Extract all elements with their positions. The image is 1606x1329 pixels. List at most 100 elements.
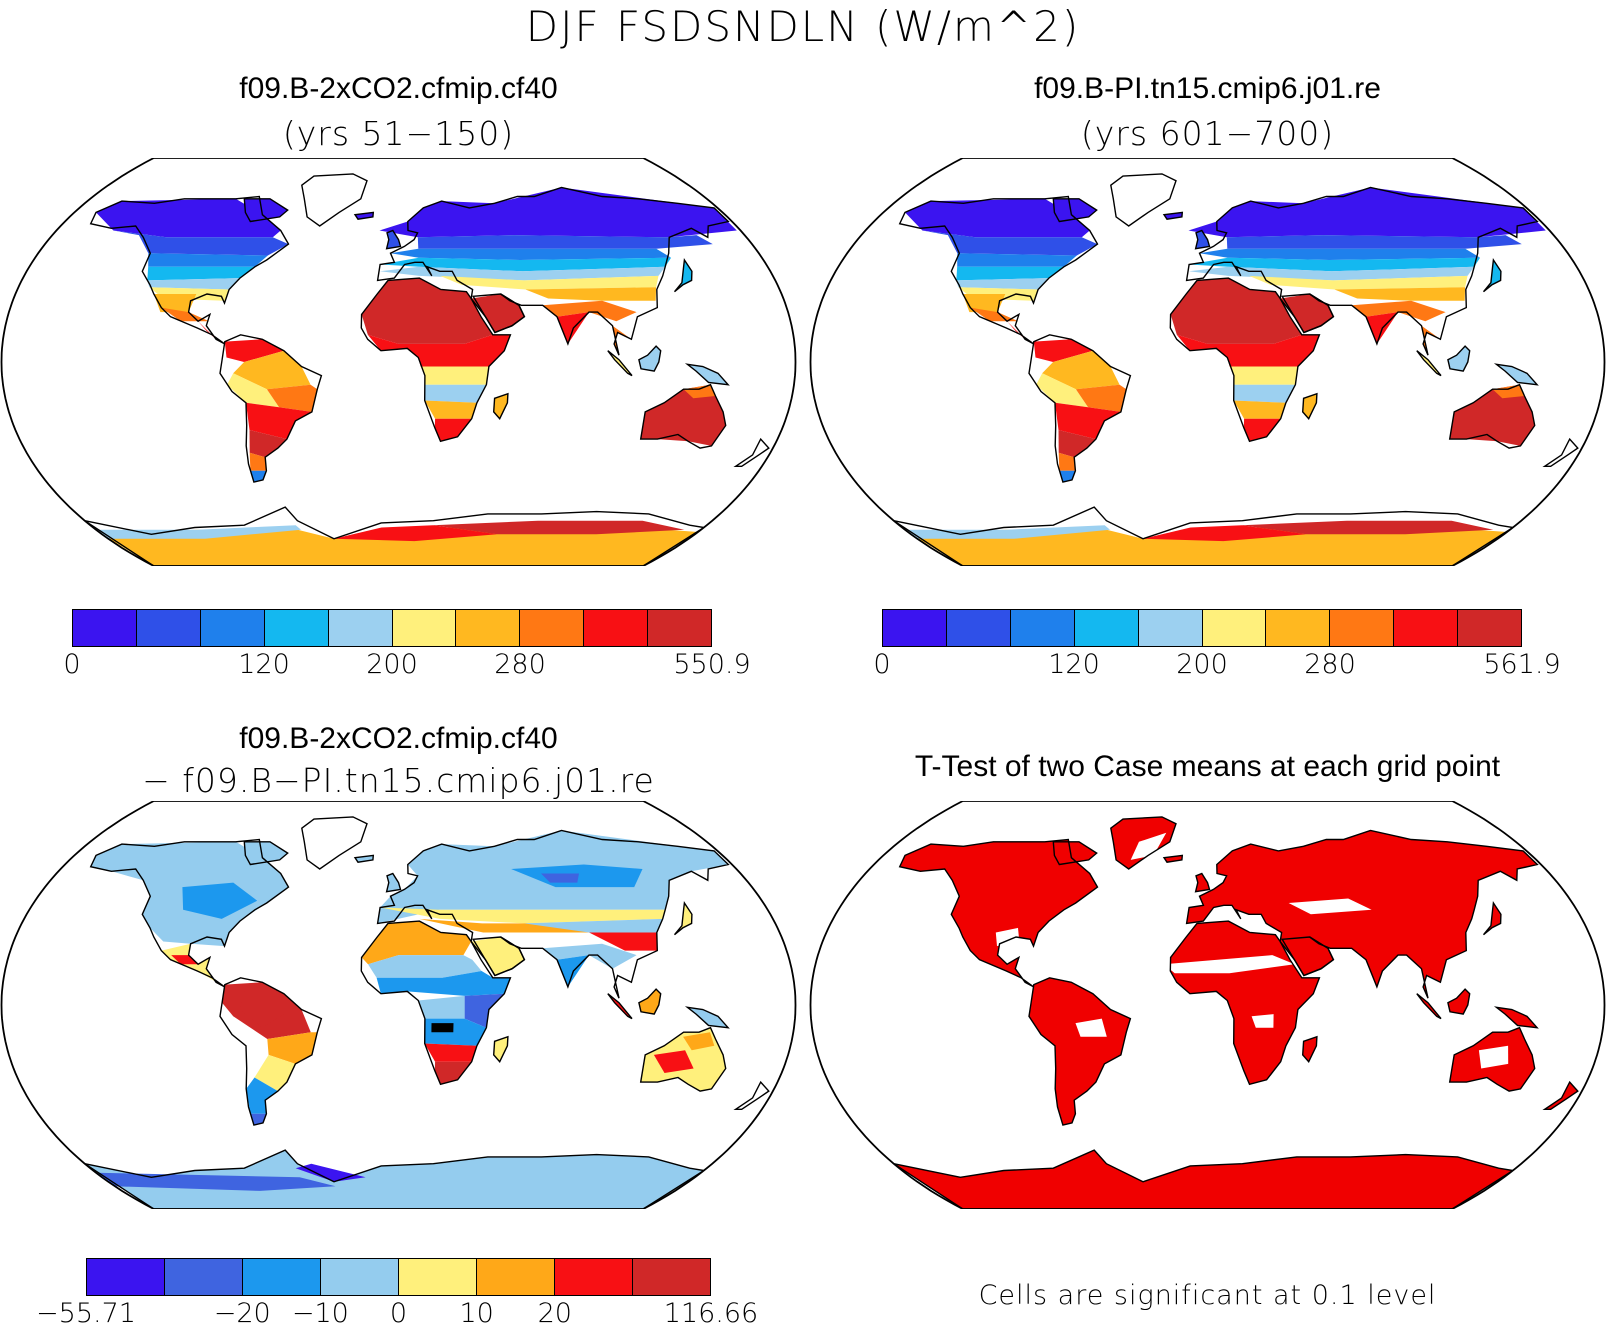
- map-color-zone: [250, 470, 267, 483]
- coastline-newZealand: [733, 437, 770, 467]
- coastline-africa: [360, 920, 512, 1086]
- map-color-zone: [970, 307, 1018, 322]
- map-color-zone: [334, 525, 498, 542]
- map-nonsignificant-area: [1130, 832, 1167, 860]
- map-color-zone: [386, 873, 401, 892]
- coastline-borneo: [1447, 988, 1471, 1015]
- coastline-northAmerica: [898, 838, 1099, 988]
- map-color-zone: [246, 402, 312, 440]
- coastline-newZealand: [1542, 1080, 1579, 1110]
- map-color-zone: [254, 1054, 296, 1092]
- map-color-zone: [1492, 384, 1525, 399]
- map-color-zone: [361, 921, 472, 965]
- colorbar-swatch: [321, 1259, 399, 1295]
- map-color-zone: [417, 235, 713, 249]
- colorbar-swatch: [392, 610, 457, 646]
- colorbar-tick-label: 10: [459, 1298, 494, 1329]
- map-color-zone: [1058, 452, 1076, 471]
- map-color-zone: [96, 198, 281, 238]
- map-color-zone: [493, 393, 508, 419]
- colorbar-tick-label: 550.9: [673, 649, 751, 680]
- colorbar-tick-label: −10: [291, 1298, 349, 1329]
- map-border: [809, 158, 1606, 566]
- map-region-southAmerica: [1029, 977, 1131, 1126]
- map-color-zone: [1176, 334, 1320, 367]
- ttest-title: T-Test of two Case means at each grid po…: [914, 750, 1501, 783]
- map-nonsignificant-area: [1075, 1018, 1107, 1037]
- ttest-map: [809, 801, 1606, 1209]
- coastline-iceland: [353, 854, 375, 863]
- map-color-zone: [911, 525, 1508, 566]
- map-color-zone: [418, 995, 465, 1019]
- map-color-zone: [233, 350, 311, 390]
- map-color-zone: [1055, 402, 1121, 440]
- coastline-eurasia: [1185, 829, 1539, 999]
- colorbar-tick-label: 116.66: [663, 1298, 759, 1329]
- map-color-zone: [147, 266, 255, 281]
- map-color-zone: [1280, 294, 1334, 333]
- map-color-zone: [1042, 350, 1120, 390]
- map-region-antarctica: [893, 1150, 1513, 1209]
- coastline-madagascar: [1301, 392, 1318, 420]
- colorbar-tick-label: 280: [1304, 649, 1356, 680]
- colorbar-swatch: [946, 610, 1011, 646]
- panel1-title: f09.B-2xCO2.cfmip.cf40: [239, 72, 558, 105]
- map-region-arabia: [1282, 937, 1334, 976]
- panel3-map: [0, 801, 797, 1209]
- colorbar-swatch: [399, 1259, 477, 1295]
- colorbar-tick-label: 120: [1048, 649, 1100, 680]
- colorbar-swatch: [477, 1259, 555, 1295]
- coastline-baffin: [1052, 841, 1098, 866]
- coastline-sumatra: [607, 993, 633, 1020]
- map-color-zone: [493, 1036, 508, 1062]
- map-color-zone: [84, 1150, 704, 1209]
- coastline-arabia: [472, 293, 526, 334]
- map-color-zone: [683, 384, 716, 399]
- map-color-zone: [1449, 384, 1535, 446]
- map-color-zone: [607, 993, 632, 1019]
- map-color-zone: [683, 1032, 715, 1051]
- map-color-zone: [542, 300, 637, 322]
- map-color-zone: [905, 198, 1090, 238]
- map-region-baffin: [1053, 841, 1097, 865]
- map-color-zone: [361, 278, 493, 344]
- colorbar-swatch: [136, 610, 201, 646]
- map-color-zone: [424, 400, 477, 419]
- coastline-britain: [385, 229, 402, 250]
- map-color-zone: [1233, 384, 1296, 403]
- map-color-zone: [432, 520, 685, 535]
- map-region-madagascar: [1302, 1036, 1317, 1062]
- map-color-zone: [1033, 339, 1093, 362]
- coastline-borneo: [638, 988, 662, 1015]
- coastline-baffin: [1052, 198, 1098, 223]
- map-color-zone: [379, 187, 737, 238]
- map-color-zone: [148, 253, 268, 267]
- panel2-map: [809, 158, 1606, 566]
- colorbar-tick-label: 200: [1176, 649, 1228, 680]
- coastline-eurasia: [1185, 186, 1539, 356]
- colorbar-tick-label: −55.71: [36, 1298, 136, 1329]
- map-color-zone: [1199, 248, 1481, 260]
- map-color-zone: [440, 275, 659, 290]
- coastline-newZealand: [733, 1080, 770, 1110]
- map-color-zone: [386, 230, 401, 249]
- coastline-greenland: [1110, 816, 1177, 870]
- map-border: [0, 801, 797, 1209]
- map-color-zone: [607, 350, 632, 376]
- map-color-zone: [224, 339, 284, 362]
- coastline-borneo: [638, 345, 662, 372]
- coastline-australia: [1448, 1026, 1536, 1092]
- colorbar-swatch: [1138, 610, 1203, 646]
- map-color-zone: [1241, 520, 1494, 535]
- map-color-zone: [1058, 430, 1096, 458]
- colorbar-swatch: [555, 1259, 633, 1295]
- map-color-zone: [390, 248, 672, 260]
- panel1-map: [0, 158, 797, 566]
- map-color-zone: [1189, 257, 1481, 272]
- coastline-madagascar: [492, 392, 509, 420]
- colorbar-tick-label: 120: [238, 649, 290, 680]
- map-nonsignificant-area: [1478, 1045, 1509, 1069]
- coastline-greenland: [301, 173, 368, 227]
- coastline-iceland: [353, 211, 375, 220]
- map-color-zone: [419, 918, 590, 933]
